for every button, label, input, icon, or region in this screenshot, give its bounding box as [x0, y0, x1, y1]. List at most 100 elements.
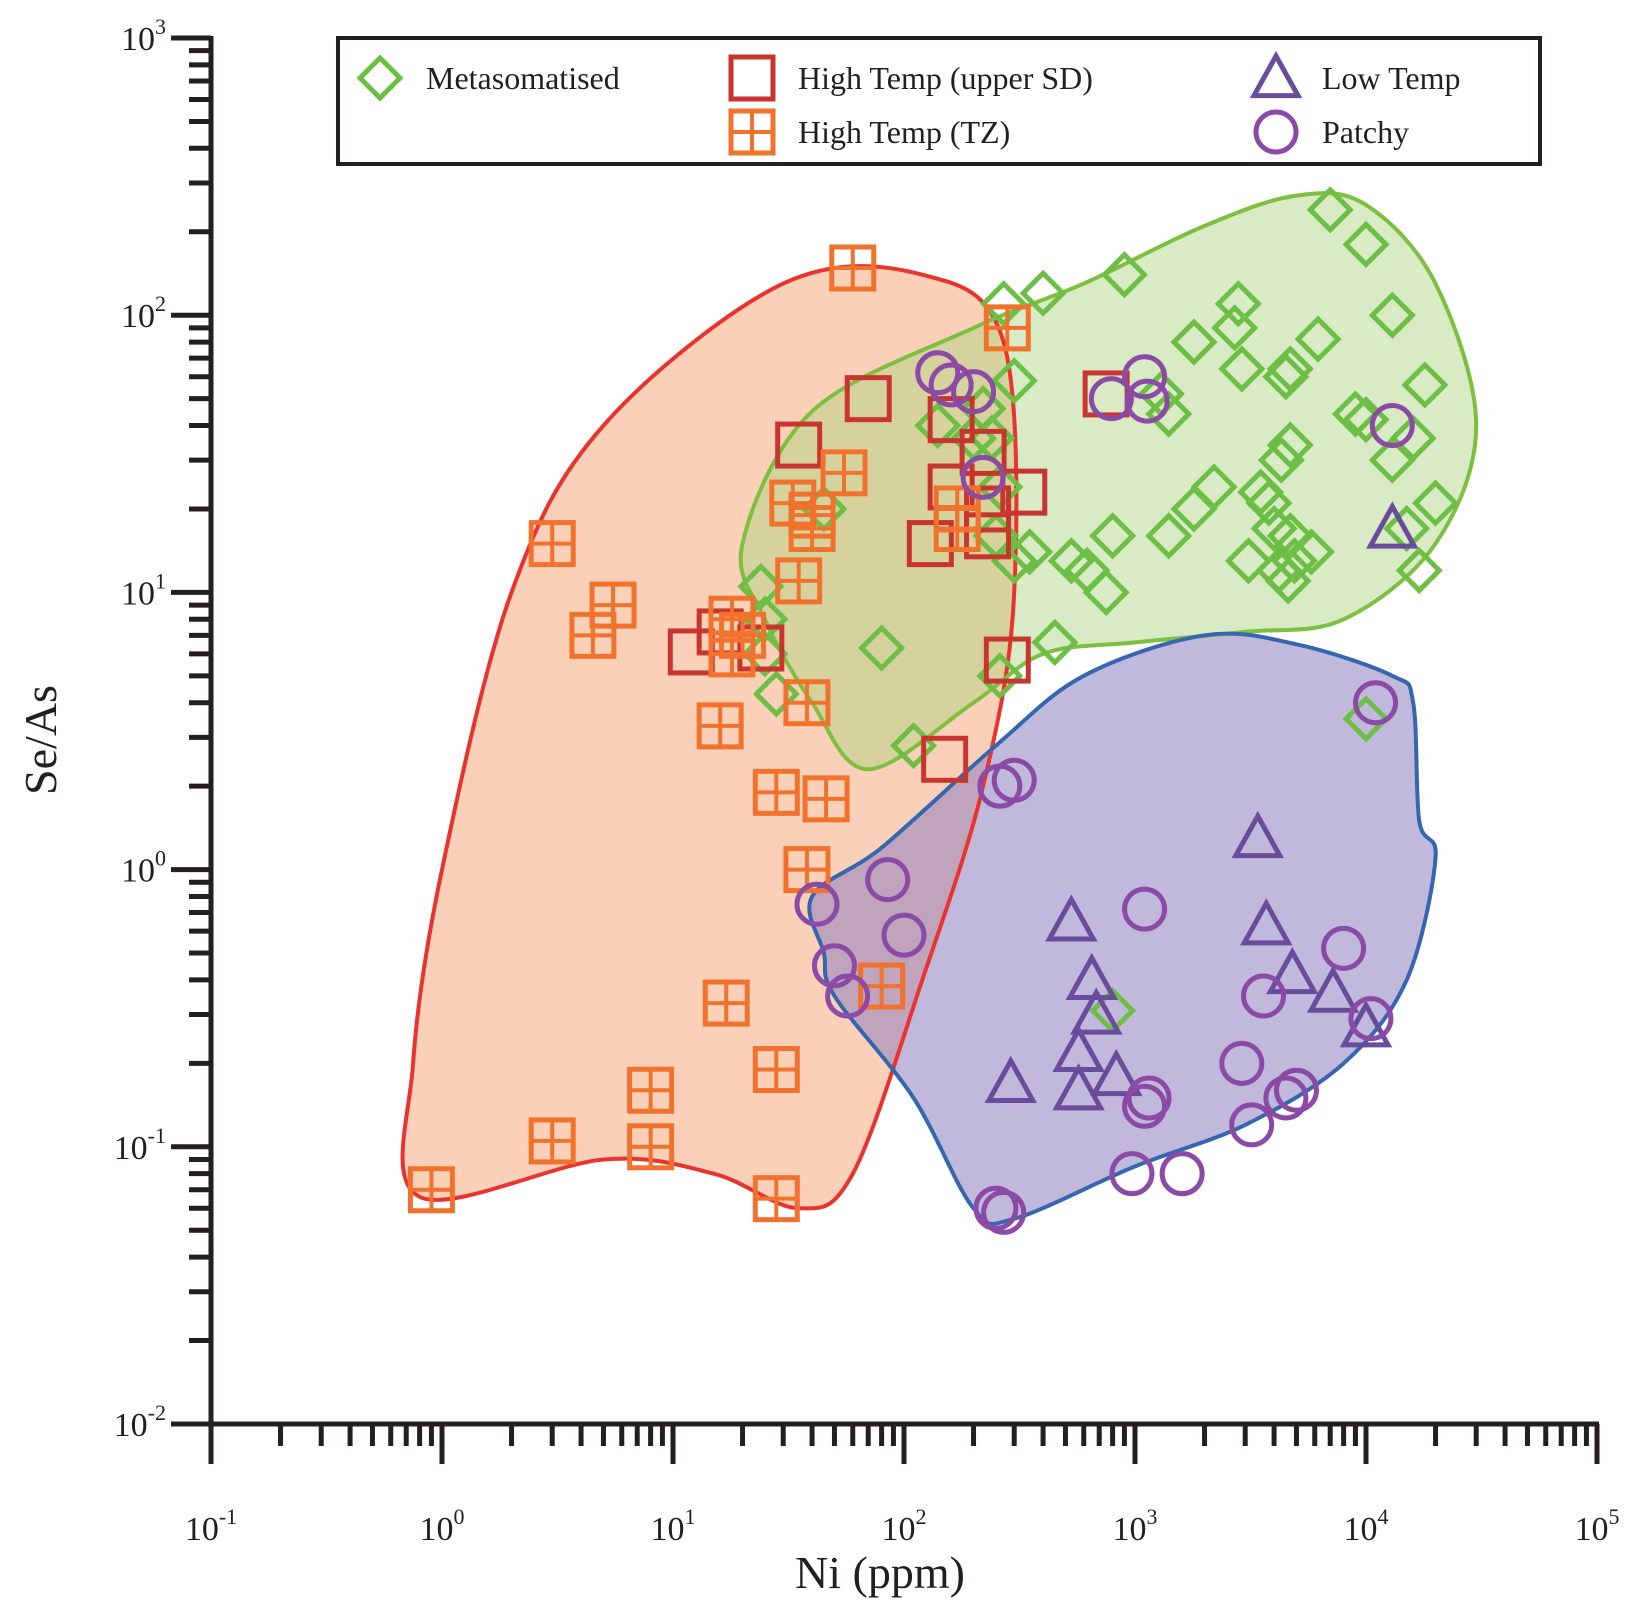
point-high-temp-tz — [708, 630, 756, 678]
point-patchy — [915, 350, 961, 396]
point-high-temp-tz — [820, 449, 868, 497]
point-low-temp — [1366, 501, 1419, 549]
legend-item-metasomatised: Metasomatised — [356, 54, 620, 102]
y-tick-label: 10-1 — [114, 1123, 166, 1167]
point-metasomatised — [1395, 546, 1443, 594]
point-patchy — [1348, 996, 1394, 1042]
point-metasomatised — [1342, 220, 1390, 268]
point-low-temp — [1306, 965, 1360, 1013]
point-metasomatised — [1211, 304, 1259, 352]
point-patchy — [991, 757, 1037, 803]
point-metasomatised — [980, 280, 1028, 328]
point-patchy — [881, 912, 927, 958]
point-metasomatised — [1294, 315, 1342, 363]
point-metasomatised — [1145, 390, 1193, 438]
y-axis-title: Se/As — [15, 685, 66, 795]
point-low-temp — [1240, 898, 1293, 946]
point-high-temp-tz — [752, 1175, 800, 1223]
legend-entries: Metasomatised High Temp (upper SD) High Te… — [356, 50, 1460, 156]
point-patchy — [1241, 973, 1287, 1019]
point-metasomatised — [1100, 251, 1148, 299]
point-high-temp-tz — [752, 1046, 800, 1094]
point-low-temp — [984, 1055, 1038, 1104]
point-high-temp-tz — [983, 304, 1031, 352]
point-patchy — [811, 943, 857, 989]
point-patchy — [1088, 376, 1134, 422]
point-high-temp-upper-sd — [1000, 468, 1048, 516]
legend-item-high-temp-tz: High Temp (TZ) — [728, 108, 1010, 156]
legend-label-patchy: Patchy — [1322, 114, 1409, 150]
point-high-temp-tz — [696, 702, 744, 750]
point-metasomatised — [1287, 528, 1335, 576]
point-metasomatised — [1264, 557, 1312, 605]
x-tick-label: 102 — [882, 1504, 927, 1548]
point-high-temp-tz — [627, 1066, 675, 1114]
point-patchy — [973, 1185, 1019, 1231]
point-high-temp-tz — [775, 557, 823, 605]
x-tick-labels: 10-1 100 101 102 103 104 105 — [185, 1504, 1620, 1548]
point-metasomatised — [1019, 269, 1067, 317]
high-temp-field-outline — [400, 264, 1019, 1211]
legend-label-high-temp-upper-sd: High Temp (upper SD) — [798, 60, 1093, 96]
point-high-temp-tz — [407, 1166, 455, 1214]
legend-item-low-temp: Low Temp — [1249, 50, 1460, 99]
point-high-temp-tz — [528, 520, 576, 568]
point-metasomatised — [1218, 345, 1266, 393]
point-low-temp — [1070, 987, 1123, 1035]
x-tick-label: 10-1 — [185, 1504, 237, 1548]
point-metasomatised — [1266, 512, 1314, 560]
x-tick-label: 104 — [1344, 1504, 1389, 1548]
point-patchy — [951, 369, 997, 415]
metasomatised-field — [740, 193, 1477, 770]
point-metasomatised — [1170, 318, 1218, 366]
point-high-temp-upper-sd — [927, 396, 975, 444]
x-axis-title: Ni (ppm) — [795, 1547, 965, 1598]
point-metasomatised — [1237, 468, 1285, 516]
point-high-temp-tz — [783, 846, 831, 894]
point-metasomatised — [1266, 345, 1314, 393]
y-tick-labels: 10-2 10-1 100 101 102 103 — [114, 14, 166, 1444]
point-metasomatised — [1089, 512, 1137, 560]
point-metasomatised — [1214, 280, 1262, 328]
x-tick-label: 105 — [1575, 1504, 1620, 1548]
point-metasomatised — [1257, 436, 1305, 484]
y-tick-label: 10-2 — [114, 1400, 166, 1444]
legend-marker-low-temp — [1249, 50, 1303, 99]
legend: Metasomatised High Temp (upper SD) High Te… — [336, 36, 1542, 166]
point-patchy — [1122, 354, 1168, 400]
point-high-temp-tz — [752, 768, 800, 816]
series-patchy — [794, 350, 1415, 1235]
point-metasomatised — [1145, 512, 1193, 560]
point-metasomatised — [1331, 390, 1379, 438]
x-tick-label: 100 — [420, 1504, 465, 1548]
legend-item-high-temp-upper-sd: High Temp (upper SD) — [728, 54, 1093, 102]
point-patchy — [1159, 1151, 1205, 1197]
point-metasomatised — [914, 401, 962, 450]
point-patchy — [1263, 1075, 1309, 1121]
legend-label-low-temp: Low Temp — [1322, 60, 1460, 96]
point-metasomatised — [1266, 421, 1314, 469]
point-metasomatised — [858, 624, 906, 672]
point-patchy — [1122, 886, 1168, 932]
point-high-temp-tz — [528, 1117, 576, 1165]
x-tick-label: 101 — [651, 1504, 696, 1548]
point-patchy — [1369, 403, 1415, 449]
field-regions — [400, 191, 1479, 1226]
point-high-temp-upper-sd — [921, 735, 969, 783]
point-high-temp-upper-sd — [983, 636, 1031, 684]
point-high-temp-upper-sd — [844, 375, 892, 423]
point-high-temp-upper-sd — [959, 428, 1007, 476]
point-high-temp-tz — [783, 679, 831, 727]
point-patchy — [794, 881, 840, 927]
legend-marker-high-temp-upper-sd — [728, 54, 776, 102]
series-metasomatised — [737, 186, 1460, 1035]
point-high-temp-tz — [802, 775, 850, 823]
x-tick-label: 103 — [1113, 1504, 1158, 1548]
point-metasomatised — [1368, 291, 1416, 339]
point-metasomatised — [1170, 485, 1218, 533]
y-tick-label: 100 — [121, 846, 166, 890]
point-high-temp-tz — [933, 505, 981, 553]
point-metasomatised — [1342, 695, 1390, 743]
point-high-temp-upper-sd — [906, 520, 954, 568]
